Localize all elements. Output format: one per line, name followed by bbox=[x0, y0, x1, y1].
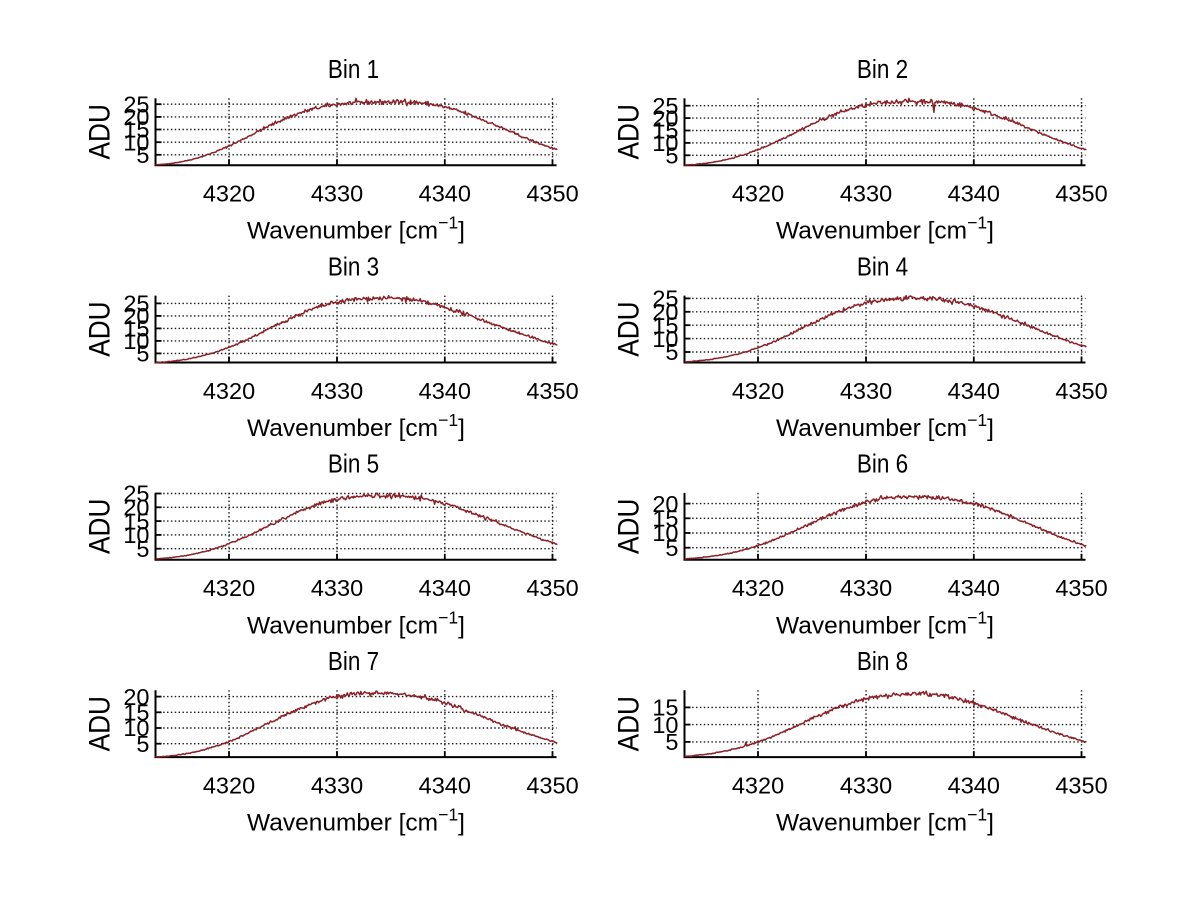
svg-text:ADU: ADU bbox=[612, 301, 645, 356]
svg-text:ADU: ADU bbox=[612, 104, 645, 159]
svg-text:25: 25 bbox=[123, 481, 149, 507]
svg-text:10: 10 bbox=[123, 129, 149, 155]
svg-text:10: 10 bbox=[652, 326, 678, 352]
svg-text:15: 15 bbox=[123, 316, 149, 342]
svg-text:ADU: ADU bbox=[83, 499, 116, 554]
svg-text:15: 15 bbox=[652, 506, 678, 532]
svg-text:Bin 1: Bin 1 bbox=[328, 56, 379, 85]
svg-text:4340: 4340 bbox=[948, 181, 1000, 207]
svg-text:4350: 4350 bbox=[1055, 378, 1107, 404]
svg-text:Bin 3: Bin 3 bbox=[328, 253, 379, 282]
svg-text:Bin 4: Bin 4 bbox=[857, 253, 908, 282]
svg-text:4330: 4330 bbox=[311, 378, 363, 404]
svg-text:4320: 4320 bbox=[203, 378, 255, 404]
svg-text:ADU: ADU bbox=[83, 696, 116, 751]
svg-text:10: 10 bbox=[123, 328, 149, 354]
svg-text:4340: 4340 bbox=[419, 772, 471, 798]
svg-text:Bin 6: Bin 6 bbox=[857, 450, 908, 479]
svg-text:10: 10 bbox=[652, 130, 678, 156]
svg-text:4350: 4350 bbox=[1055, 181, 1107, 207]
svg-text:20: 20 bbox=[123, 104, 149, 130]
svg-text:5: 5 bbox=[136, 142, 149, 168]
svg-text:4350: 4350 bbox=[526, 575, 578, 601]
svg-text:4350: 4350 bbox=[526, 378, 578, 404]
svg-text:15: 15 bbox=[652, 118, 678, 144]
svg-text:5: 5 bbox=[665, 535, 678, 561]
svg-text:15: 15 bbox=[123, 117, 149, 143]
svg-text:10: 10 bbox=[652, 520, 678, 546]
svg-text:5: 5 bbox=[665, 339, 678, 365]
svg-text:4320: 4320 bbox=[732, 378, 784, 404]
svg-text:4320: 4320 bbox=[203, 772, 255, 798]
svg-text:4330: 4330 bbox=[840, 378, 892, 404]
svg-text:5: 5 bbox=[136, 341, 149, 367]
svg-text:15: 15 bbox=[652, 695, 678, 721]
svg-text:Wavenumber [cm−1]: Wavenumber [cm−1] bbox=[247, 410, 465, 442]
svg-text:15: 15 bbox=[123, 700, 149, 726]
svg-text:Bin 8: Bin 8 bbox=[857, 647, 908, 676]
svg-text:Wavenumber [cm−1]: Wavenumber [cm−1] bbox=[247, 213, 465, 245]
svg-text:Wavenumber [cm−1]: Wavenumber [cm−1] bbox=[776, 805, 994, 837]
svg-text:ADU: ADU bbox=[83, 104, 116, 159]
svg-text:4320: 4320 bbox=[732, 181, 784, 207]
svg-text:5: 5 bbox=[136, 731, 149, 757]
svg-text:4350: 4350 bbox=[1055, 772, 1107, 798]
svg-text:Wavenumber [cm−1]: Wavenumber [cm−1] bbox=[776, 213, 994, 245]
svg-text:20: 20 bbox=[123, 684, 149, 710]
svg-text:4320: 4320 bbox=[203, 575, 255, 601]
svg-text:4320: 4320 bbox=[732, 575, 784, 601]
svg-text:Wavenumber [cm−1]: Wavenumber [cm−1] bbox=[247, 607, 465, 639]
svg-text:Bin 2: Bin 2 bbox=[857, 56, 908, 85]
svg-text:4330: 4330 bbox=[311, 181, 363, 207]
svg-text:5: 5 bbox=[136, 536, 149, 562]
svg-text:4340: 4340 bbox=[948, 772, 1000, 798]
svg-text:Wavenumber [cm−1]: Wavenumber [cm−1] bbox=[247, 805, 465, 837]
svg-text:4350: 4350 bbox=[1055, 575, 1107, 601]
svg-text:25: 25 bbox=[123, 91, 149, 117]
svg-text:ADU: ADU bbox=[83, 301, 116, 356]
svg-text:4330: 4330 bbox=[840, 772, 892, 798]
svg-text:4340: 4340 bbox=[419, 378, 471, 404]
svg-text:4320: 4320 bbox=[203, 181, 255, 207]
svg-text:10: 10 bbox=[123, 715, 149, 741]
svg-text:4340: 4340 bbox=[948, 378, 1000, 404]
svg-text:4350: 4350 bbox=[526, 772, 578, 798]
svg-text:Wavenumber [cm−1]: Wavenumber [cm−1] bbox=[776, 410, 994, 442]
svg-text:20: 20 bbox=[123, 303, 149, 329]
svg-text:Wavenumber [cm−1]: Wavenumber [cm−1] bbox=[776, 607, 994, 639]
svg-text:5: 5 bbox=[665, 729, 678, 755]
svg-text:4320: 4320 bbox=[732, 772, 784, 798]
svg-text:4340: 4340 bbox=[419, 575, 471, 601]
svg-text:20: 20 bbox=[652, 491, 678, 517]
svg-text:5: 5 bbox=[665, 143, 678, 169]
svg-text:4330: 4330 bbox=[840, 575, 892, 601]
svg-text:25: 25 bbox=[652, 286, 678, 312]
svg-text:ADU: ADU bbox=[612, 499, 645, 554]
svg-text:20: 20 bbox=[123, 495, 149, 521]
svg-text:4340: 4340 bbox=[948, 575, 1000, 601]
svg-text:10: 10 bbox=[652, 712, 678, 738]
svg-text:15: 15 bbox=[652, 312, 678, 338]
svg-text:20: 20 bbox=[652, 105, 678, 131]
svg-text:15: 15 bbox=[123, 508, 149, 534]
svg-text:Bin 7: Bin 7 bbox=[328, 647, 379, 676]
svg-text:4330: 4330 bbox=[840, 181, 892, 207]
svg-text:ADU: ADU bbox=[612, 696, 645, 751]
svg-text:4330: 4330 bbox=[311, 575, 363, 601]
svg-text:4350: 4350 bbox=[526, 181, 578, 207]
svg-text:4330: 4330 bbox=[311, 772, 363, 798]
svg-text:25: 25 bbox=[123, 291, 149, 317]
svg-text:10: 10 bbox=[123, 522, 149, 548]
svg-text:Bin 5: Bin 5 bbox=[328, 450, 379, 479]
svg-text:4340: 4340 bbox=[419, 181, 471, 207]
svg-text:25: 25 bbox=[652, 93, 678, 119]
svg-text:20: 20 bbox=[652, 299, 678, 325]
